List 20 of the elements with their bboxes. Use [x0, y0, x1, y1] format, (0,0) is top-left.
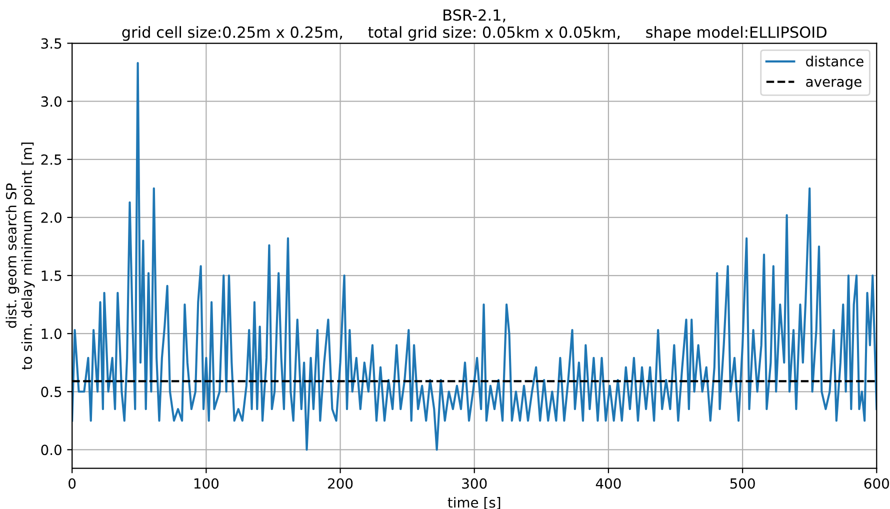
legend-label: average	[806, 78, 862, 90]
x-tick-label: 300	[462, 478, 487, 489]
y-tick-label: 2.5	[41, 154, 62, 165]
y-tick-label: 2.0	[41, 212, 62, 223]
y-axis-title: dist. geom search SP to sim. delay minimum point [m]	[6, 142, 35, 370]
x-tick-label: 200	[328, 478, 353, 489]
y-tick-label: 0.0	[41, 444, 62, 456]
x-axis-title: time [s]	[448, 497, 500, 509]
x-tick-label: 400	[596, 478, 621, 489]
x-tick-label: 500	[730, 478, 755, 489]
x-tick-label: 0	[68, 478, 76, 489]
chart-title: BSR-2.1, grid cell size:0.25m x 0.25m, total grid size: 0.05km x 0.05km, shape model:ELLIPSOID	[122, 9, 826, 41]
y-tick-label: 0.5	[41, 386, 62, 398]
y-tick-label: 3.5	[41, 38, 62, 49]
x-tick-label: 100	[194, 478, 219, 489]
legend-label: distance	[806, 56, 864, 67]
y-tick-label: 1.5	[42, 270, 62, 281]
y-tick-label: 1.0	[42, 328, 62, 340]
y-tick-label: 3.0	[41, 96, 62, 107]
x-tick-label: 600	[864, 478, 889, 489]
